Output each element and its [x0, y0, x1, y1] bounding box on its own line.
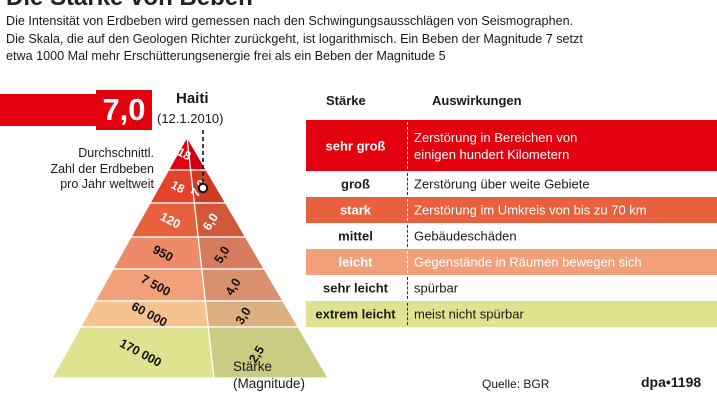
- effect-line: Zerstörung im Umkreis von bis zu 70 km: [414, 202, 647, 218]
- effect-line: einigen hundert Kilometern: [414, 146, 570, 162]
- strength-row: stark Zerstörung im Umkreis von bis zu 70…: [306, 197, 717, 223]
- row-separator: [407, 199, 408, 221]
- haiti-name: Haiti: [176, 90, 209, 107]
- magnitude-axis-label: Stärke (Magnitude): [233, 358, 305, 392]
- strength-label: extrem leicht: [315, 306, 396, 322]
- magnitude-label-line: (Magnitude): [233, 376, 306, 391]
- strength-header: Stärke: [326, 93, 366, 108]
- strength-label: sehr leicht: [322, 280, 389, 296]
- strength-label: stark: [339, 202, 372, 218]
- row-separator: [407, 277, 408, 299]
- row-separator: [407, 122, 408, 169]
- haiti-marker-dot: [197, 182, 209, 194]
- strength-label: mittel: [338, 228, 373, 244]
- source-note: Quelle: BGR: [482, 377, 550, 391]
- effect-line: Zerstörung über weite Gebiete: [414, 176, 590, 192]
- effect-line: meist nicht spürbar: [414, 306, 524, 322]
- pyramid-label-line: Zahl der Erdbeben: [50, 161, 154, 176]
- pyramid-count: 18: [175, 145, 194, 164]
- pyramid-count: 18: [169, 178, 188, 197]
- strength-row: mittel Gebäudeschäden: [306, 223, 717, 249]
- intro-line: Die Skala, die auf den Geologen Richter …: [6, 31, 583, 46]
- strength-row: extrem leicht meist nicht spürbar: [306, 301, 717, 327]
- effect-text: Gebäudeschäden: [414, 228, 517, 245]
- magnitude-label-line: Stärke: [233, 359, 273, 374]
- strength-row: sehr groß Zerstörung in Bereichen von eini…: [306, 120, 717, 171]
- page-title: Die Stärke von Beben: [6, 0, 253, 12]
- row-separator: [407, 225, 408, 247]
- haiti-date: (12.1.2010): [157, 111, 224, 126]
- intro-line: Die Intensität von Erdbeben wird gemesse…: [6, 14, 574, 28]
- effect-line: Gegenstände in Räumen bewegen sich: [414, 254, 642, 270]
- effect-text: Gegenstände in Räumen bewegen sich: [414, 254, 642, 271]
- strength-label: sehr groß: [325, 138, 386, 153]
- strength-row: sehr leicht spürbar: [306, 275, 717, 301]
- effect-text: meist nicht spürbar: [414, 306, 524, 323]
- effect-line: Zerstörung in Bereichen von: [414, 129, 578, 145]
- effect-line: Gebäudeschäden: [414, 228, 517, 244]
- effect-text: Zerstörung in Bereichen von einigen hunde…: [414, 129, 577, 163]
- effect-text: Zerstörung über weite Gebiete: [414, 176, 590, 193]
- effect-line: spürbar: [414, 280, 459, 296]
- strength-label: groß: [341, 176, 370, 192]
- row-separator: [407, 173, 408, 195]
- effect-text: spürbar: [414, 280, 458, 297]
- intro-text: Die Intensität von Erdbeben wird gemesse…: [6, 13, 716, 66]
- pyramid-label-line: pro Jahr weltweit: [60, 177, 154, 191]
- strength-label: leicht: [338, 254, 373, 270]
- intro-line: etwa 1000 Mal mehr Erschütterungsenergie…: [6, 49, 446, 63]
- credit-label: dpa•1198: [641, 374, 702, 390]
- strength-row: groß Zerstörung über weite Gebiete: [306, 171, 717, 197]
- pyramid-layer-right: [207, 326, 330, 379]
- strength-row: leicht Gegenstände in Räumen bewegen sich: [306, 249, 717, 275]
- haiti-magnitude: 7,0: [96, 90, 152, 130]
- row-separator: [407, 303, 408, 325]
- pyramid-count-label: Durchschnittl. Zahl der Erdbeben pro Jah…: [34, 146, 154, 193]
- effect-text: Zerstörung im Umkreis von bis zu 70 km: [414, 202, 647, 219]
- pyramid-label-line: Durchschnittl.: [78, 146, 154, 160]
- effects-header: Auswirkungen: [432, 93, 522, 108]
- row-separator: [407, 251, 408, 273]
